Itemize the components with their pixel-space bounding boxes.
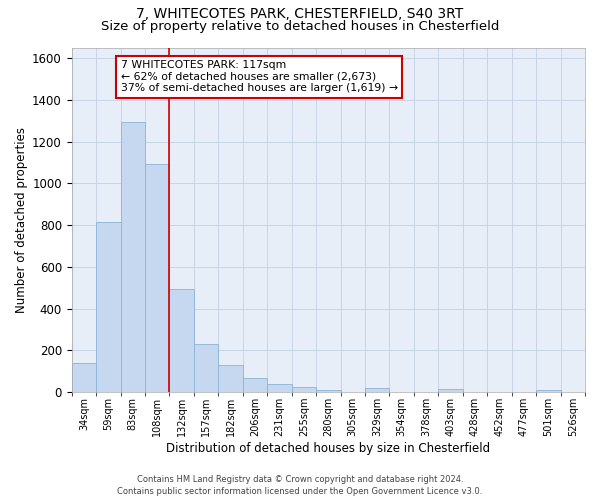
Text: 7, WHITECOTES PARK, CHESTERFIELD, S40 3RT: 7, WHITECOTES PARK, CHESTERFIELD, S40 3R…	[136, 8, 464, 22]
Bar	[96, 222, 121, 392]
Bar	[316, 390, 341, 392]
Bar	[169, 289, 194, 392]
Bar	[365, 388, 389, 392]
Bar	[292, 386, 316, 392]
Text: Size of property relative to detached houses in Chesterfield: Size of property relative to detached ho…	[101, 20, 499, 33]
Bar	[218, 365, 243, 392]
Bar	[71, 363, 96, 392]
Bar	[121, 122, 145, 392]
Y-axis label: Number of detached properties: Number of detached properties	[15, 127, 28, 313]
Bar	[267, 384, 292, 392]
X-axis label: Distribution of detached houses by size in Chesterfield: Distribution of detached houses by size …	[166, 442, 490, 455]
Text: 7 WHITECOTES PARK: 117sqm
← 62% of detached houses are smaller (2,673)
37% of se: 7 WHITECOTES PARK: 117sqm ← 62% of detac…	[121, 60, 398, 94]
Bar	[194, 344, 218, 392]
Text: Contains HM Land Registry data © Crown copyright and database right 2024.
Contai: Contains HM Land Registry data © Crown c…	[118, 474, 482, 496]
Bar	[439, 390, 463, 392]
Bar	[145, 164, 169, 392]
Bar	[243, 378, 267, 392]
Bar	[536, 390, 560, 392]
